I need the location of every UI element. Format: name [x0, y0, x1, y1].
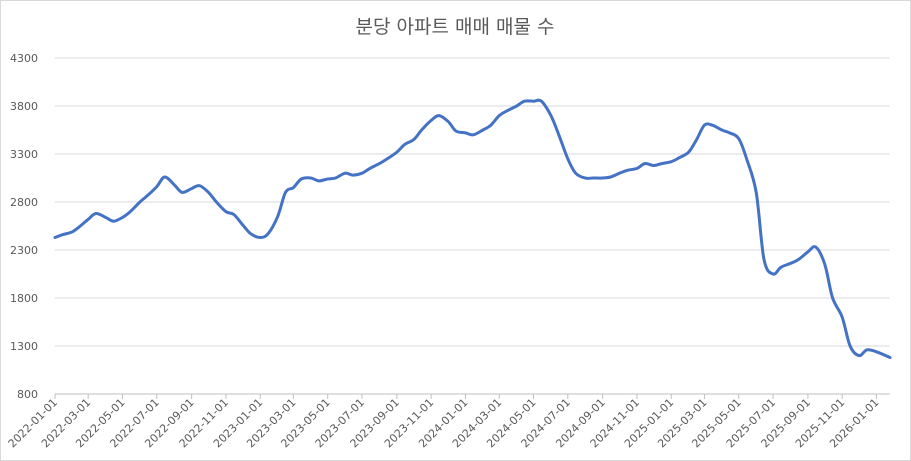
series-line [53, 98, 892, 359]
y-axis: 800 1300 1800 2300 2800 3300 3800 4300 [10, 52, 38, 401]
y-tick-label: 800 [17, 388, 38, 401]
y-tick-label: 4300 [10, 52, 38, 65]
y-tick-label: 1300 [10, 340, 38, 353]
y-tick-label: 2800 [10, 196, 38, 209]
y-tick-label: 3800 [10, 100, 38, 113]
gridlines [55, 57, 890, 395]
chart-title: 분당 아파트 매매 매물 수 [356, 16, 555, 38]
y-tick-label: 3300 [10, 148, 38, 161]
y-tick-label: 1800 [10, 292, 38, 305]
series-layer [53, 98, 892, 359]
y-tick-label: 2300 [10, 244, 38, 257]
